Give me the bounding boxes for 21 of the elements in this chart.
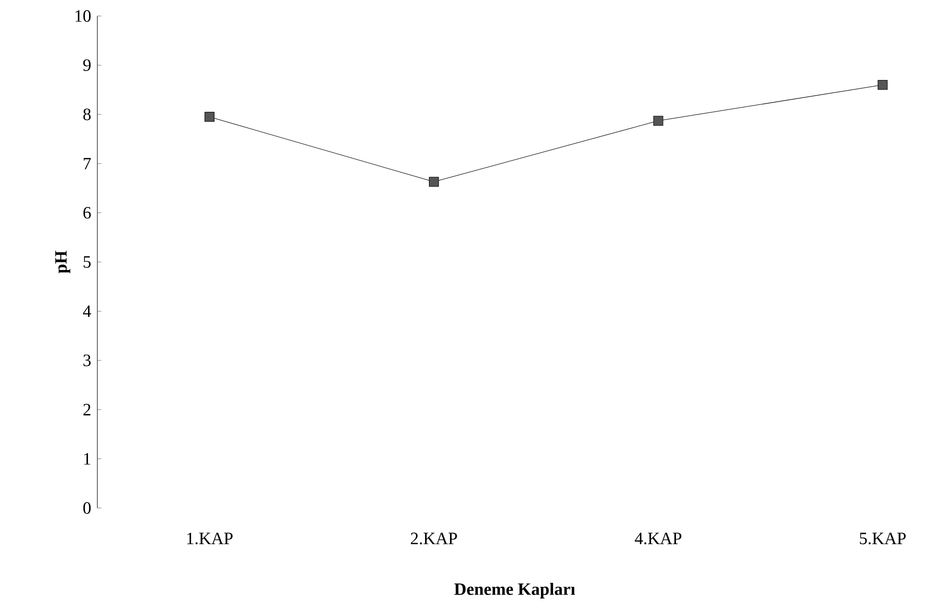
y-tick-label: 10 (76, 10, 91, 22)
y-tick-label: 4 (83, 306, 92, 317)
point (653, 116, 664, 126)
y-tick-label: 5 (84, 256, 91, 268)
point (204, 112, 214, 122)
y-axis-title: pH (55, 250, 70, 274)
y-tick-label: 1 (84, 453, 90, 464)
point (878, 80, 888, 90)
y-tick-label: 6 (83, 206, 91, 219)
y-tick-label: 0 (83, 502, 91, 514)
y-tick-label: 8 (83, 108, 91, 120)
x-tick-label: 2.KAP (410, 532, 457, 544)
y-tick-label: 2 (83, 404, 90, 416)
y-tick-label: 7 (84, 158, 91, 170)
y-tick-label: 3 (84, 354, 91, 366)
x-axis-title: Deneme Kapları (454, 582, 576, 598)
x-tick-label: 5.KAP (860, 532, 906, 544)
y-tick-label: 9 (83, 59, 91, 71)
x-tick-label: 1.KAP (187, 532, 233, 544)
x-tick-label: 4.KAP (634, 532, 682, 544)
point (428, 176, 439, 187)
